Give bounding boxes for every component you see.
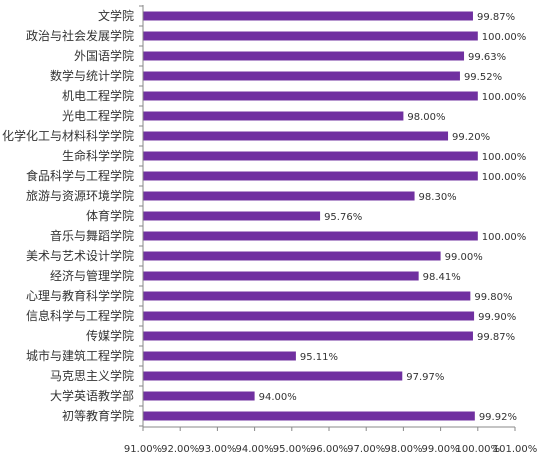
bar xyxy=(143,291,471,301)
value-label: 98.30% xyxy=(419,192,457,203)
value-label: 98.41% xyxy=(423,272,461,283)
category-label: 传媒学院 xyxy=(86,328,134,343)
x-tick-label: 91.00% xyxy=(124,444,162,455)
bar xyxy=(143,11,473,21)
category-label: 初等教育学院 xyxy=(62,408,134,423)
category-label: 马克思主义学院 xyxy=(50,368,134,383)
x-tick-label: 100.00% xyxy=(456,444,501,455)
category-label: 城市与建筑工程学院 xyxy=(26,348,134,363)
value-label: 97.97% xyxy=(406,372,444,383)
category-label: 化学化工与材料科学学院 xyxy=(2,128,134,143)
category-label: 光电工程学院 xyxy=(62,108,134,123)
category-label: 心理与教育科学学院 xyxy=(26,288,134,303)
value-label: 99.20% xyxy=(452,132,490,143)
bar xyxy=(143,51,465,61)
x-tick-label: 94.00% xyxy=(236,444,274,455)
bar xyxy=(143,311,475,321)
value-label: 99.90% xyxy=(478,312,516,323)
value-label: 94.00% xyxy=(259,392,297,403)
axes xyxy=(139,5,516,431)
bar xyxy=(143,231,478,241)
category-labels: 文学院政治与社会发展学院外国语学院数学与统计学院机电工程学院光电工程学院化学化工… xyxy=(2,8,134,423)
x-tick-label: 97.00% xyxy=(347,444,385,455)
category-label: 音乐与舞蹈学院 xyxy=(50,228,134,243)
category-label: 大学英语教学部 xyxy=(50,388,134,403)
category-label: 文学院 xyxy=(98,8,134,23)
bar xyxy=(143,331,473,341)
value-label: 100.00% xyxy=(482,32,527,43)
category-label: 生命科学学院 xyxy=(62,148,134,163)
value-label: 99.52% xyxy=(464,72,502,83)
value-label: 100.00% xyxy=(482,232,527,243)
bar xyxy=(143,251,441,261)
bar xyxy=(143,131,449,141)
bars-group xyxy=(143,11,478,421)
x-tick-label: 99.00% xyxy=(422,444,460,455)
x-tick-label: 93.00% xyxy=(198,444,236,455)
value-label: 98.00% xyxy=(407,112,445,123)
bar xyxy=(143,271,419,281)
bar xyxy=(143,411,475,421)
x-tick-label: 95.00% xyxy=(273,444,311,455)
category-label: 政治与社会发展学院 xyxy=(26,28,134,43)
category-label: 旅游与资源环境学院 xyxy=(26,188,134,203)
category-label: 体育学院 xyxy=(86,208,134,223)
category-label: 机电工程学院 xyxy=(62,88,134,103)
bar xyxy=(143,211,321,221)
bar xyxy=(143,111,404,121)
x-tick-label: 92.00% xyxy=(161,444,199,455)
bar xyxy=(143,191,415,201)
bar xyxy=(143,391,255,401)
value-label: 99.92% xyxy=(479,412,517,423)
value-label: 99.80% xyxy=(474,292,512,303)
bar xyxy=(143,351,296,361)
value-label: 100.00% xyxy=(482,172,527,183)
category-label: 外国语学院 xyxy=(74,48,134,63)
value-label: 95.76% xyxy=(324,212,362,223)
category-label: 信息科学与工程学院 xyxy=(26,308,134,323)
bar xyxy=(143,171,478,181)
bar xyxy=(143,151,478,161)
bar xyxy=(143,91,478,101)
value-label: 99.63% xyxy=(468,52,506,63)
category-label: 食品科学与工程学院 xyxy=(26,168,134,183)
x-tick-label: 96.00% xyxy=(310,444,348,455)
value-label: 100.00% xyxy=(482,152,527,163)
x-tick-label: 101.00% xyxy=(493,444,538,455)
value-label: 99.00% xyxy=(445,252,483,263)
x-tick-label: 98.00% xyxy=(384,444,422,455)
value-label: 99.87% xyxy=(477,12,515,23)
value-labels: 99.87% 100.00% 99.63% 99.52% 100.00% 98.00% 99… xyxy=(259,12,527,423)
x-tick-labels: 91.00% 92.00% 93.00% 94.00% 95.00% 96.00% 97.0… xyxy=(124,444,537,455)
value-label: 95.11% xyxy=(300,352,338,363)
bar xyxy=(143,371,403,381)
bar xyxy=(143,31,478,41)
value-label: 99.87% xyxy=(477,332,515,343)
value-label: 100.00% xyxy=(482,92,527,103)
category-label: 经济与管理学院 xyxy=(50,268,134,283)
category-label: 数学与统计学院 xyxy=(50,68,134,83)
category-label: 美术与艺术设计学院 xyxy=(26,248,134,263)
bar xyxy=(143,71,460,81)
